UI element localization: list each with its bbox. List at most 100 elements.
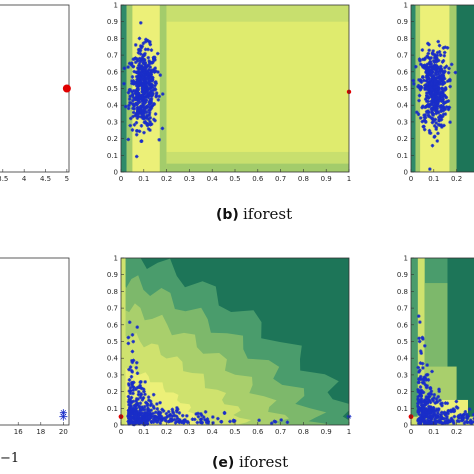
point-stroke (441, 114, 445, 118)
data-point (148, 108, 152, 112)
point-stroke (450, 62, 454, 66)
data-point (139, 124, 144, 128)
point-stroke (154, 93, 158, 97)
x-tick-label: 0.7 (275, 175, 286, 183)
x-tick-label: 0.6 (252, 175, 264, 183)
point-stroke (142, 80, 146, 84)
point-stroke (419, 62, 423, 66)
data-point (430, 51, 435, 55)
data-point (416, 112, 421, 117)
point-stroke (420, 64, 424, 68)
point-stroke (136, 75, 140, 79)
point-stroke (135, 70, 139, 74)
point-stroke (443, 45, 447, 49)
data-point (140, 96, 144, 101)
point-stroke (149, 123, 153, 127)
point-stroke (135, 133, 139, 137)
point-stroke (427, 48, 431, 52)
point-stroke (141, 76, 145, 80)
point-stroke (411, 79, 415, 83)
point-stroke (437, 58, 441, 63)
point-stroke (430, 51, 434, 55)
point-stroke (440, 60, 445, 64)
point-stroke (440, 75, 444, 79)
point-stroke (154, 112, 158, 116)
y-tick-label: 0.7 (107, 52, 118, 60)
point-stroke (124, 105, 128, 109)
score-contour (121, 5, 349, 172)
point-stroke (446, 107, 450, 111)
data-point (417, 98, 421, 103)
point-stroke (137, 36, 141, 40)
data-point (438, 95, 443, 100)
data-point (152, 102, 157, 106)
point-stroke (447, 71, 451, 75)
point-stroke (133, 80, 137, 84)
point-stroke (145, 104, 149, 108)
point-stroke (448, 120, 452, 124)
point-stroke (419, 80, 423, 84)
point-stroke (433, 124, 437, 128)
data-point (426, 99, 430, 104)
data-point (146, 63, 151, 67)
data-point (436, 39, 440, 44)
point-stroke (415, 110, 419, 114)
data-point (148, 71, 153, 76)
data-point (439, 108, 443, 113)
data-point (421, 124, 426, 129)
point-stroke (138, 76, 142, 80)
point-stroke (439, 109, 443, 113)
x-tick-label: 4 (22, 175, 27, 183)
point-stroke (147, 87, 151, 91)
point-stroke (423, 113, 427, 117)
point-stroke (446, 79, 450, 83)
data-point (432, 124, 437, 128)
data-point (426, 113, 431, 117)
point-stroke (145, 90, 149, 94)
point-stroke (132, 57, 136, 61)
point-stroke (423, 116, 427, 120)
data-point (142, 66, 147, 70)
data-point (427, 42, 431, 47)
point-stroke (433, 85, 437, 89)
point-stroke (139, 72, 143, 76)
point-stroke (131, 92, 135, 96)
point-stroke (427, 43, 431, 47)
point-stroke (424, 67, 428, 71)
point-stroke (148, 105, 152, 109)
data-point (143, 47, 148, 52)
data-point (149, 99, 153, 104)
point-stroke (446, 46, 450, 50)
point-stroke (146, 72, 150, 76)
point-stroke (147, 59, 151, 63)
point-stroke (141, 111, 145, 115)
data-point (141, 111, 145, 116)
point-stroke (432, 89, 436, 93)
data-point (423, 97, 428, 101)
cluster-points (122, 21, 165, 159)
data-point (423, 87, 427, 91)
point-stroke (127, 106, 131, 110)
point-stroke (142, 110, 146, 114)
data-point (433, 91, 438, 96)
data-point (127, 97, 132, 101)
point-stroke (139, 139, 143, 143)
point-stroke (132, 89, 136, 93)
data-point (438, 68, 442, 73)
data-point (157, 138, 161, 142)
point-stroke (128, 61, 132, 65)
data-point (130, 75, 135, 79)
data-point (438, 81, 442, 85)
point-stroke (443, 77, 447, 81)
point-stroke (128, 97, 132, 101)
point-stroke (148, 43, 152, 47)
data-point (439, 123, 443, 127)
point-stroke (137, 71, 141, 75)
point-stroke (151, 56, 155, 60)
point-stroke (423, 84, 427, 88)
point-stroke (437, 119, 441, 123)
data-point (140, 86, 145, 90)
data-point (428, 167, 432, 171)
point-stroke (439, 91, 443, 95)
data-point (426, 103, 430, 108)
